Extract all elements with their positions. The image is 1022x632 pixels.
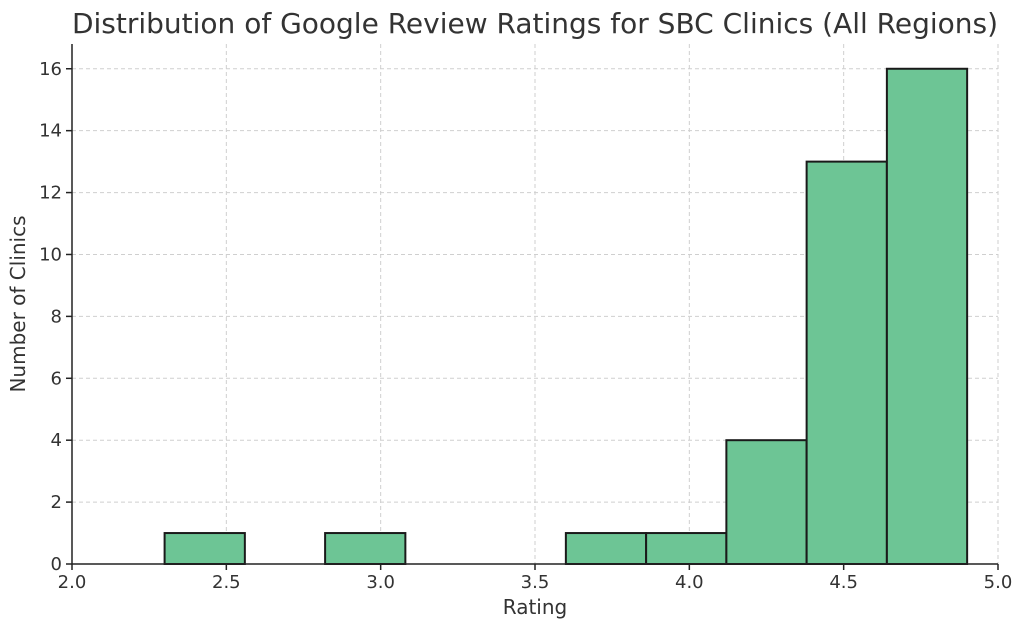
histogram-bar-8 — [805, 160, 888, 565]
y-tick-label-7: 14 — [39, 121, 62, 142]
x-tick-label-3: 3.5 — [521, 572, 550, 593]
y-tick-label-8: 16 — [39, 59, 62, 80]
histogram-bar-2 — [324, 532, 407, 565]
histogram-bar-0 — [163, 532, 246, 565]
y-tick-label-5: 10 — [39, 244, 62, 265]
histogram-bar-7 — [725, 439, 808, 566]
x-tick-label-2: 3.0 — [366, 572, 395, 593]
chart-title: Distribution of Google Review Ratings fo… — [72, 7, 998, 40]
x-axis-label: Rating — [503, 595, 567, 619]
histogram-bar-6 — [645, 532, 728, 565]
x-tick-label-5: 4.5 — [829, 572, 858, 593]
x-tick-label-0: 2.0 — [58, 572, 87, 593]
y-tick-label-0: 0 — [51, 554, 62, 575]
histogram-bar-5 — [564, 532, 648, 565]
x-tick-label-6: 5.0 — [984, 572, 1013, 593]
bars-layer — [163, 67, 969, 566]
y-tick-label-4: 8 — [51, 306, 62, 327]
ticks-layer: 2.0 2.5 3.0 3.5 4.0 4.5 5.0 0 2 4 6 8 10 12 14 16 — [39, 59, 1012, 593]
y-axis-label: Number of Clinics — [6, 215, 30, 392]
y-tick-label-1: 2 — [51, 492, 62, 513]
y-tick-label-3: 6 — [51, 368, 62, 389]
x-tick-label-1: 2.5 — [212, 572, 241, 593]
x-tick-label-4: 4.0 — [675, 572, 704, 593]
histogram-bar-9 — [885, 67, 969, 565]
y-tick-label-2: 4 — [51, 430, 62, 451]
y-tick-label-6: 12 — [39, 183, 62, 204]
